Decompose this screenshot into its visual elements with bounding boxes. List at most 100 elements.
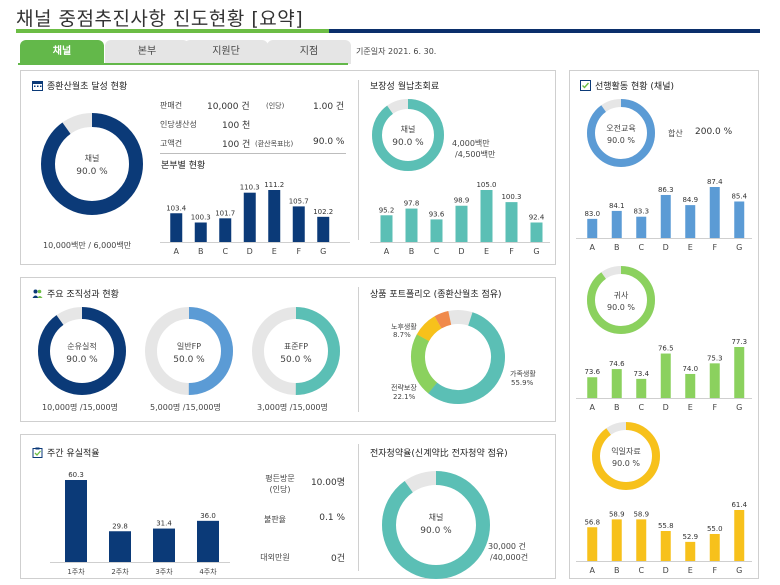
bar-weekly-1: [109, 531, 131, 562]
bar-value-lead2-6: 77.3: [731, 338, 747, 346]
org-donut-general-label: 일반FP: [177, 342, 201, 351]
bar-value-lead3-6: 61.4: [731, 501, 747, 509]
esub-target: /40,000건: [490, 553, 529, 562]
weekly-complaint-label: 대외만원: [260, 553, 290, 562]
bar-value-lead3-3: 55.8: [658, 522, 674, 530]
leading-donut-nextday: 익일자료 90.0 %: [592, 422, 660, 490]
bar-value-lead2-2: 73.4: [633, 370, 649, 378]
bar-hq-1: [194, 222, 207, 242]
stat-value-high-value: 100 건: [222, 140, 251, 150]
bar-category-premium-5: F: [509, 247, 514, 256]
bar-lead2-2: [636, 378, 647, 398]
bar-lead1-3: [660, 194, 671, 238]
achievement-total: 10,000백만 / 6,000백만: [43, 241, 132, 250]
bar-category-weekly-0: 1주차: [67, 567, 85, 576]
bar-category-lead2-3: D: [663, 403, 669, 412]
bar-category-weekly-2: 3주차: [155, 567, 173, 576]
weekly-title-text: 주간 유실적율: [47, 449, 100, 459]
tab-support[interactable]: 지원단: [184, 40, 268, 64]
bar-lead3-1: [611, 519, 622, 561]
bar-lead1-1: [611, 210, 622, 238]
bar-category-lead1-4: E: [688, 243, 693, 252]
bar-category-lead2-0: A: [590, 403, 596, 412]
portfolio-title: 상품 포트폴리오 (종환산월초 점유): [370, 290, 502, 300]
premium-donut: 채널 90.0 %: [372, 99, 444, 171]
bar-value-weekly-0: 60.3: [68, 471, 84, 479]
panel-divider: [358, 80, 359, 240]
bar-value-lead3-0: 56.8: [584, 518, 600, 526]
bar-category-lead3-1: B: [614, 566, 620, 575]
bar-hq-3: [243, 192, 256, 242]
hq-chart-title: 본부별 현황: [161, 161, 206, 171]
panel-divider: [358, 287, 359, 412]
achievement-donut-label: 채널: [85, 153, 100, 163]
premium-bar-chart: 95.2 A 97.8 B 93.6 C 98.9 D 105.0 E 100.3 F 92.4 G: [370, 181, 550, 256]
people-icon: [32, 289, 43, 298]
tab-underline: [18, 63, 348, 65]
premium-donut-value: 90.0 %: [392, 138, 424, 148]
weekly-bar-chart: 60.3 1주차 29.8 2주차 31.4 3주차 36.0 4주차: [50, 471, 230, 576]
bar-category-lead3-4: E: [688, 566, 693, 575]
org-donut-standard-value: 50.0 %: [280, 355, 312, 365]
bar-hq-4: [268, 190, 281, 242]
stat-label-productivity: 인당생산성: [160, 120, 197, 129]
bar-lead1-0: [587, 218, 598, 238]
weekly-stat-visit: 평든방문 (인당): [250, 473, 310, 495]
bar-category-hq-3: D: [247, 247, 253, 256]
bar-lead3-5: [709, 534, 720, 561]
bar-category-lead1-5: F: [712, 243, 717, 252]
bar-lead1-6: [734, 201, 745, 238]
bar-value-hq-6: 102.2: [313, 208, 333, 216]
weekly-fail-label: 불판율: [263, 515, 287, 524]
page-title: 채널 중점추진사항 진도현황 [요약]: [16, 8, 304, 30]
bar-lead2-4: [685, 373, 696, 398]
weekly-visit-sublabel: (인당): [269, 485, 291, 494]
bar-lead2-6: [734, 347, 745, 398]
bar-category-lead3-2: C: [638, 566, 644, 575]
stat-label-sales: 판매건: [160, 101, 183, 110]
bar-weekly-3: [197, 520, 219, 562]
bar-value-hq-4: 111.2: [264, 181, 284, 189]
esub-title: 전자청약율(신계약比 전자청약 점유): [370, 449, 508, 459]
tab-channel[interactable]: 채널: [20, 40, 104, 64]
bar-value-hq-5: 105.7: [289, 197, 309, 205]
bar-category-premium-2: C: [434, 247, 440, 256]
portfolio-donut: [410, 310, 505, 404]
bar-value-weekly-3: 36.0: [200, 512, 216, 520]
bar-premium-2: [430, 219, 443, 242]
tab-hq[interactable]: 본부: [105, 40, 189, 64]
bar-value-premium-6: 92.4: [529, 214, 545, 222]
bar-value-lead2-1: 74.6: [609, 360, 625, 368]
bar-category-lead3-5: F: [712, 566, 717, 575]
bar-weekly-0: [65, 480, 87, 562]
bar-value-lead1-2: 83.3: [633, 208, 649, 216]
bar-value-premium-1: 97.8: [404, 200, 420, 208]
weekly-complaint-value: 0건: [330, 554, 345, 564]
org-net-caption: 10,000명 /15,000명: [42, 403, 118, 412]
leading-nextday-value: 90.0 %: [612, 459, 640, 468]
base-date: 기준일자 2021. 6. 30.: [356, 47, 437, 56]
tab-branch[interactable]: 지점: [267, 40, 351, 64]
title-underline-navy: [329, 29, 760, 33]
bar-value-lead1-5: 87.4: [707, 178, 723, 186]
weekly-visit-label: 평든방문: [265, 474, 295, 483]
bar-value-lead2-0: 73.6: [584, 368, 600, 376]
bar-category-lead2-2: C: [638, 403, 644, 412]
bar-category-lead2-1: B: [614, 403, 620, 412]
bar-value-premium-2: 93.6: [429, 210, 445, 218]
leading-return-value: 90.0 %: [607, 303, 635, 312]
title-underline-green: [16, 29, 329, 33]
stat-label-high-value: 고액건: [160, 139, 183, 148]
esub-donut-value: 90.0 %: [420, 526, 452, 536]
bar-value-lead1-6: 85.4: [731, 192, 747, 200]
bar-lead2-0: [587, 377, 598, 398]
clipboard-icon: [32, 447, 43, 458]
bar-lead1-4: [685, 205, 696, 238]
org-donut-standard: 표준FP 50.0 %: [252, 307, 340, 395]
weekly-title: 주간 유실적율: [32, 446, 100, 459]
weekly-fail-value: 0.1 %: [319, 513, 345, 523]
bar-category-hq-1: B: [198, 247, 204, 256]
bar-value-premium-5: 100.3: [501, 193, 521, 201]
bar-lead3-2: [636, 519, 647, 561]
bar-lead1-5: [709, 187, 720, 238]
